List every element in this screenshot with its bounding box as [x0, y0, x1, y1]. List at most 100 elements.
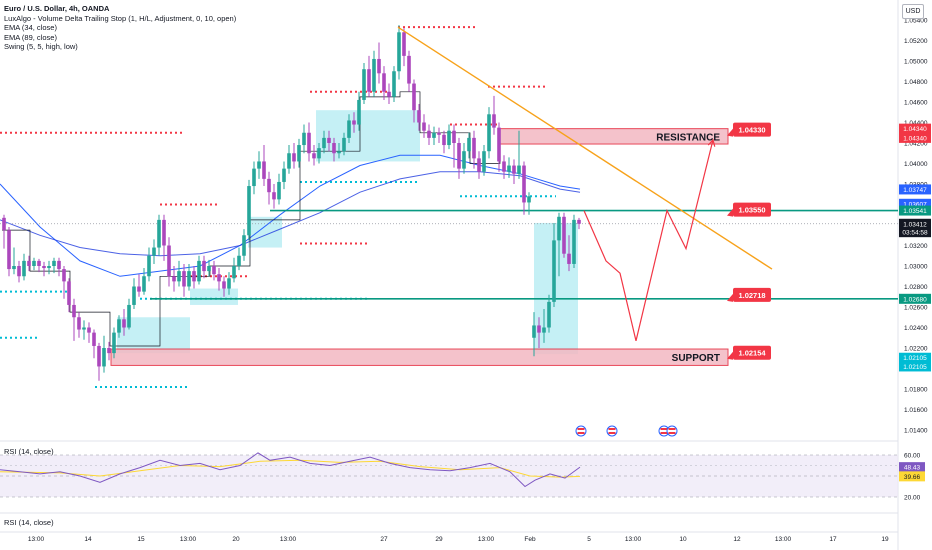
- candle-body: [507, 165, 511, 172]
- economic-event-icon[interactable]: [575, 425, 587, 437]
- candle-body: [332, 143, 336, 154]
- candle-body: [217, 274, 221, 282]
- candle: [12, 247, 16, 275]
- candle: [272, 184, 276, 209]
- callout-text: 1.02154: [738, 349, 766, 358]
- callout-text: 1.03550: [738, 206, 765, 215]
- rsi-panel-title[interactable]: RSI (14, close): [4, 447, 54, 456]
- price-axis-label-box: [899, 361, 931, 372]
- candle-body: [62, 269, 66, 282]
- candle: [537, 317, 541, 348]
- flag-circle: [606, 425, 618, 437]
- indicator-ema-34[interactable]: EMA (34, close): [4, 23, 57, 33]
- candle: [452, 124, 456, 168]
- candle-body: [152, 247, 156, 256]
- candle-body: [97, 345, 101, 367]
- candle: [132, 278, 136, 310]
- candle-body: [147, 255, 151, 277]
- candle: [457, 137, 461, 179]
- y-tick-label: 1.01800: [904, 387, 928, 394]
- candle-body: [42, 266, 46, 269]
- candle: [407, 50, 411, 92]
- candle-body: [537, 325, 541, 333]
- y-tick-label: 1.05000: [904, 59, 928, 66]
- price-axis-label-text: 1.03607: [903, 201, 927, 208]
- candle: [427, 124, 431, 146]
- support-zone: [110, 348, 729, 366]
- flag-circle: [575, 425, 587, 437]
- candle-body: [467, 137, 471, 152]
- x-tick-label: 13:00: [775, 536, 792, 543]
- candle: [57, 257, 61, 277]
- candle: [362, 63, 366, 105]
- vdts-fill-box: [534, 222, 578, 355]
- candle: [182, 263, 186, 297]
- candle-body: [452, 130, 456, 143]
- candle-body: [162, 219, 166, 246]
- candle: [287, 145, 291, 174]
- candle: [527, 192, 531, 215]
- candle-body: [72, 304, 76, 318]
- candle-body: [487, 114, 491, 152]
- candle: [367, 55, 371, 97]
- candle: [137, 274, 141, 297]
- candle: [357, 91, 361, 131]
- rsi-value-text: 48.43: [904, 465, 921, 472]
- candle: [522, 161, 526, 215]
- x-tick-label: 13:00: [625, 536, 642, 543]
- symbol-title[interactable]: Euro / U.S. Dollar, 4h, OANDA: [4, 4, 110, 13]
- candle: [232, 257, 236, 283]
- candle: [482, 145, 486, 176]
- candle: [172, 266, 176, 292]
- flag-circle: [666, 425, 678, 437]
- indicator-ema-89[interactable]: EMA (89, close): [4, 32, 57, 42]
- candle-body: [182, 271, 186, 287]
- candle-body: [132, 286, 136, 305]
- candle-body: [302, 132, 306, 146]
- flag-stripe: [577, 432, 585, 434]
- candle-body: [527, 196, 531, 203]
- candle-body: [337, 151, 341, 154]
- price-axis-label-box: [899, 184, 931, 195]
- candle-body: [497, 127, 501, 162]
- callout-pointer: [727, 293, 733, 302]
- flag-stripe: [577, 428, 585, 430]
- y-tick-label: 1.04000: [904, 161, 928, 168]
- candle: [37, 258, 41, 273]
- candle: [82, 320, 86, 340]
- candle: [22, 253, 26, 281]
- candle: [297, 138, 301, 168]
- flag-stripe: [608, 432, 616, 434]
- economic-event-icon[interactable]: [606, 425, 618, 437]
- candle: [472, 130, 476, 169]
- callout-pointer: [727, 208, 733, 217]
- y-tick-label: 1.03000: [904, 264, 928, 271]
- candle: [87, 322, 91, 343]
- candle-body: [292, 153, 296, 162]
- candle: [487, 107, 491, 159]
- candle-body: [547, 301, 551, 328]
- candle: [542, 309, 546, 343]
- candle-body: [362, 69, 366, 100]
- indicator-swing[interactable]: Swing (5, 5, high, low): [4, 42, 78, 52]
- candle-body: [92, 332, 96, 346]
- indicator-vdts[interactable]: LuxAlgo - Volume Delta Trailing Stop (1,…: [4, 13, 237, 23]
- x-tick-label: 19: [881, 536, 889, 543]
- candle-body: [372, 58, 376, 92]
- candle-body: [297, 145, 301, 162]
- candle: [347, 114, 351, 143]
- candle-body: [542, 327, 546, 333]
- candle-body: [367, 69, 371, 92]
- rsi-tick-label: 20.00: [904, 495, 921, 502]
- candle: [557, 212, 561, 277]
- price-callout: 1.02154: [727, 345, 771, 360]
- rsi-panel-title-2[interactable]: RSI (14, close): [4, 518, 54, 527]
- candle: [192, 266, 196, 289]
- economic-event-icon[interactable]: [666, 425, 678, 437]
- candle-body: [277, 181, 281, 200]
- candle: [352, 112, 356, 133]
- y-tick-label: 1.02600: [904, 305, 928, 312]
- price-axis-label-box: [899, 227, 931, 238]
- currency-button[interactable]: USD: [902, 4, 924, 19]
